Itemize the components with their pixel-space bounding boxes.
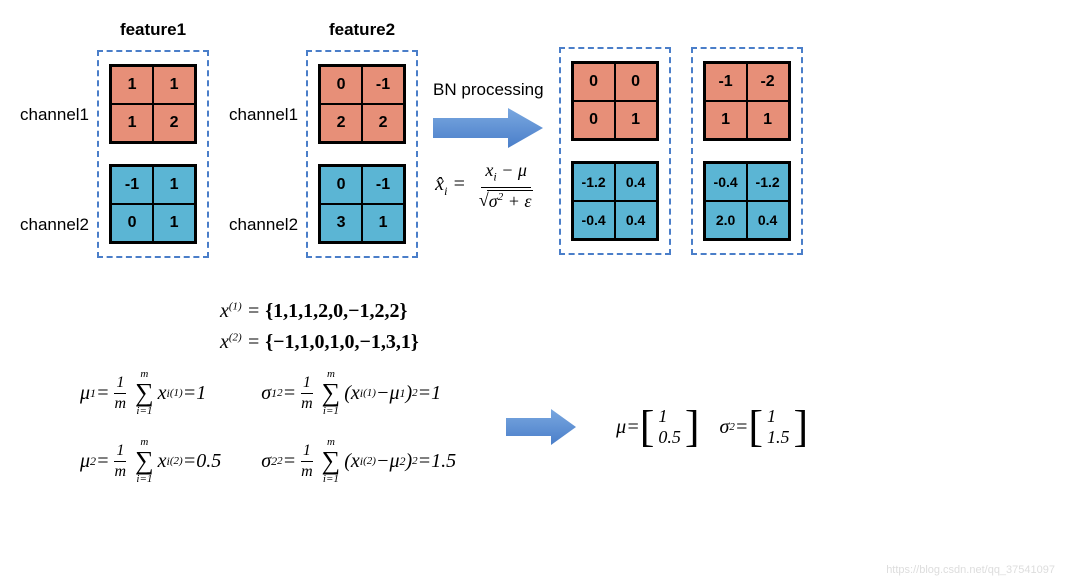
sigma-column: σ12 = 1m m∑i=1 (xi(1) − μ1)2 = 1 σ22 = 1… (261, 369, 456, 485)
grid-cell: -0.4 (705, 163, 747, 201)
grid-cell: 3 (320, 204, 362, 242)
output2-channel1-grid: -1-211 (703, 61, 791, 141)
channel2-label: channel2 (20, 215, 89, 235)
x2-equation: x(2) = {−1,1,0,1,0,−1,3,1} (220, 331, 1060, 354)
bn-arrow-block: BN processing x̂i = xi − μ √σ2 + ε (433, 80, 544, 212)
mu-vector: μ = [ 1 0.5 ] (616, 405, 699, 449)
grid-cell: 0 (320, 166, 362, 204)
grid-cell: 0 (573, 101, 615, 139)
grid-cell: 2 (320, 104, 362, 142)
grid-cell: -1 (111, 166, 153, 204)
channel1-label: channel1 (229, 105, 298, 125)
feature2-channel1-grid: 0-122 (318, 64, 406, 144)
x1-equation: x(1) = {1,1,1,2,0,−1,2,2} (220, 300, 1060, 323)
grid-cell: 1 (362, 204, 404, 242)
grid-cell: 1 (153, 204, 195, 242)
output1-channel1-grid: 0001 (571, 61, 659, 141)
feature2-title: feature2 (329, 20, 395, 40)
feature1-channel1-grid: 1112 (109, 64, 197, 144)
feature1-channel2-grid: -1101 (109, 164, 197, 244)
feature1-box: 1112 -1101 (97, 50, 209, 258)
grid-cell: 1 (747, 101, 789, 139)
grid-cell: 1 (111, 104, 153, 142)
grid-cell: -0.4 (573, 201, 615, 239)
grid-cell: 2 (153, 104, 195, 142)
grid-cell: 0 (111, 204, 153, 242)
grid-cell: 1 (111, 66, 153, 104)
bn-formula: x̂i = xi − μ √σ2 + ε (435, 160, 541, 212)
grid-cell: 1 (153, 66, 195, 104)
grid-cell: -2 (747, 63, 789, 101)
output2-block: -1-211 -0.4-1.22.00.4 (691, 20, 803, 255)
feature1-title: feature1 (120, 20, 186, 40)
channel1-label: channel1 (20, 105, 89, 125)
output2-box: -1-211 -0.4-1.22.00.4 (691, 47, 803, 255)
mu-column: μ1 = 1m m∑i=1 xi(1) = 1 μ2 = 1m m∑i=1 xi… (80, 369, 221, 485)
output1-block: 0001 -1.20.4-0.40.4 (559, 20, 671, 255)
grid-cell: -1.2 (573, 163, 615, 201)
grid-cell: -1.2 (747, 163, 789, 201)
grid-cell: 1 (153, 166, 195, 204)
channel2-label: channel2 (229, 215, 298, 235)
grid-cell: 2 (362, 104, 404, 142)
statistics-row: μ1 = 1m m∑i=1 xi(1) = 1 μ2 = 1m m∑i=1 xi… (20, 369, 1060, 485)
output2-channel2-grid: -0.4-1.22.00.4 (703, 161, 791, 241)
grid-cell: 0 (615, 63, 657, 101)
sigma2-equation: σ22 = 1m m∑i=1 (xi(2) − μ2)2 = 1.5 (261, 437, 456, 485)
right-arrow-icon (506, 409, 576, 445)
bn-processing-label: BN processing (433, 80, 544, 100)
grid-cell: 0 (320, 66, 362, 104)
left-channel-labels: channel1 channel2 (20, 20, 97, 280)
mu2-equation: μ2 = 1m m∑i=1 xi(2) = 0.5 (80, 437, 221, 485)
grid-cell: -1 (705, 63, 747, 101)
grid-cell: -1 (362, 166, 404, 204)
top-row: channel1 channel2 feature1 1112 -1101 ch… (20, 20, 1060, 280)
mu1-equation: μ1 = 1m m∑i=1 xi(1) = 1 (80, 369, 221, 417)
grid-cell: 2.0 (705, 201, 747, 239)
grid-cell: 1 (615, 101, 657, 139)
grid-cell: 0.4 (615, 163, 657, 201)
feature1-block: feature1 1112 -1101 (97, 20, 209, 258)
output1-box: 0001 -1.20.4-0.40.4 (559, 47, 671, 255)
grid-cell: -1 (362, 66, 404, 104)
mid-channel-labels: channel1 channel2 (229, 20, 306, 280)
grid-cell: 0 (573, 63, 615, 101)
feature2-box: 0-122 0-131 (306, 50, 418, 258)
data-sets: x(1) = {1,1,1,2,0,−1,2,2} x(2) = {−1,1,0… (220, 300, 1060, 354)
output1-channel2-grid: -1.20.4-0.40.4 (571, 161, 659, 241)
result-vectors: μ = [ 1 0.5 ] σ2 = [ 1 1.5 ] (616, 405, 808, 449)
sigma-vector: σ2 = [ 1 1.5 ] (720, 405, 809, 449)
grid-cell: 1 (705, 101, 747, 139)
sigma1-equation: σ12 = 1m m∑i=1 (xi(1) − μ1)2 = 1 (261, 369, 456, 417)
feature2-block: feature2 0-122 0-131 (306, 20, 418, 258)
grid-cell: 0.4 (747, 201, 789, 239)
watermark: https://blog.csdn.net/qq_37541097 (886, 564, 1055, 576)
right-arrow-icon (433, 108, 543, 148)
grid-cell: 0.4 (615, 201, 657, 239)
feature2-channel2-grid: 0-131 (318, 164, 406, 244)
